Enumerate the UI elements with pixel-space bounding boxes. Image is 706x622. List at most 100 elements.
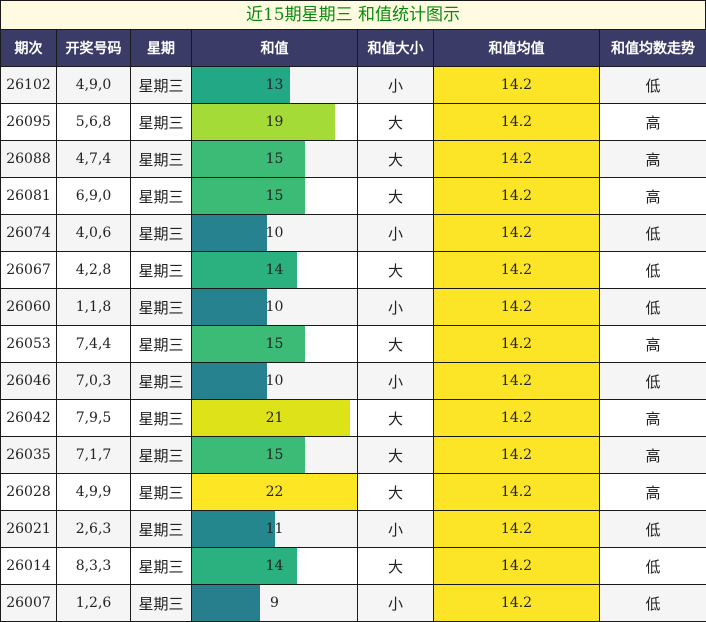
cell-size: 大 (358, 474, 434, 511)
cell-issue: 26042 (1, 400, 57, 437)
cell-weekday: 星期三 (131, 474, 192, 511)
cell-size: 小 (358, 215, 434, 252)
sum-value: 9 (270, 595, 279, 611)
cell-issue: 26021 (1, 511, 57, 548)
sum-bar (192, 326, 305, 362)
cell-issue: 26035 (1, 437, 57, 474)
cell-size: 大 (358, 104, 434, 141)
cell-issue: 26007 (1, 585, 57, 622)
cell-issue: 26067 (1, 252, 57, 289)
cell-sum: 15 (192, 437, 358, 474)
cell-avg: 14.2 (434, 474, 600, 511)
cell-avg: 14.2 (434, 511, 600, 548)
cell-issue: 26014 (1, 548, 57, 585)
cell-weekday: 星期三 (131, 67, 192, 104)
cell-size: 小 (358, 289, 434, 326)
cell-numbers: 7,4,4 (57, 326, 131, 363)
cell-size: 大 (358, 326, 434, 363)
sum-value: 15 (266, 151, 284, 167)
cell-avg: 14.2 (434, 141, 600, 178)
cell-size: 大 (358, 178, 434, 215)
sum-value: 13 (266, 77, 284, 93)
cell-weekday: 星期三 (131, 437, 192, 474)
cell-trend: 高 (600, 400, 706, 437)
cell-avg: 14.2 (434, 400, 600, 437)
cell-size: 大 (358, 141, 434, 178)
cell-avg: 14.2 (434, 585, 600, 622)
cell-numbers: 4,9,9 (57, 474, 131, 511)
sum-value: 14 (266, 262, 284, 278)
cell-numbers: 5,6,8 (57, 104, 131, 141)
cell-weekday: 星期三 (131, 289, 192, 326)
cell-weekday: 星期三 (131, 511, 192, 548)
cell-weekday: 星期三 (131, 363, 192, 400)
sum-bar (192, 289, 267, 325)
cell-issue: 26046 (1, 363, 57, 400)
cell-sum: 22 (192, 474, 358, 511)
cell-trend: 低 (600, 215, 706, 252)
sum-value: 10 (266, 299, 284, 315)
cell-weekday: 星期三 (131, 585, 192, 622)
cell-numbers: 4,7,4 (57, 141, 131, 178)
sum-bar (192, 104, 335, 140)
cell-issue: 26088 (1, 141, 57, 178)
header-numbers: 开奖号码 (57, 30, 131, 67)
sum-value: 15 (266, 336, 284, 352)
cell-sum: 19 (192, 104, 358, 141)
cell-avg: 14.2 (434, 289, 600, 326)
cell-sum: 13 (192, 67, 358, 104)
cell-avg: 14.2 (434, 252, 600, 289)
header-size: 和值大小 (358, 30, 434, 67)
cell-avg: 14.2 (434, 67, 600, 104)
cell-weekday: 星期三 (131, 400, 192, 437)
cell-issue: 26053 (1, 326, 57, 363)
cell-avg: 14.2 (434, 178, 600, 215)
header-trend: 和值均数走势 (600, 30, 706, 67)
cell-sum: 14 (192, 252, 358, 289)
cell-avg: 14.2 (434, 215, 600, 252)
sum-bar (192, 178, 305, 214)
header-avg: 和值均值 (434, 30, 600, 67)
cell-numbers: 4,0,6 (57, 215, 131, 252)
cell-size: 小 (358, 511, 434, 548)
sum-value: 21 (266, 410, 284, 426)
cell-weekday: 星期三 (131, 141, 192, 178)
sum-value: 11 (266, 521, 284, 537)
cell-sum: 10 (192, 215, 358, 252)
cell-sum: 15 (192, 178, 358, 215)
cell-sum: 10 (192, 363, 358, 400)
cell-avg: 14.2 (434, 363, 600, 400)
cell-trend: 高 (600, 474, 706, 511)
cell-sum: 11 (192, 511, 358, 548)
cell-numbers: 6,9,0 (57, 178, 131, 215)
cell-sum: 21 (192, 400, 358, 437)
cell-trend: 低 (600, 585, 706, 622)
cell-trend: 高 (600, 437, 706, 474)
sum-value: 19 (266, 114, 284, 130)
cell-trend: 低 (600, 548, 706, 585)
cell-weekday: 星期三 (131, 215, 192, 252)
cell-avg: 14.2 (434, 548, 600, 585)
sum-value: 22 (266, 484, 284, 500)
cell-trend: 低 (600, 67, 706, 104)
cell-numbers: 1,2,6 (57, 585, 131, 622)
cell-size: 大 (358, 400, 434, 437)
cell-weekday: 星期三 (131, 178, 192, 215)
cell-trend: 高 (600, 178, 706, 215)
cell-size: 小 (358, 585, 434, 622)
cell-avg: 14.2 (434, 104, 600, 141)
